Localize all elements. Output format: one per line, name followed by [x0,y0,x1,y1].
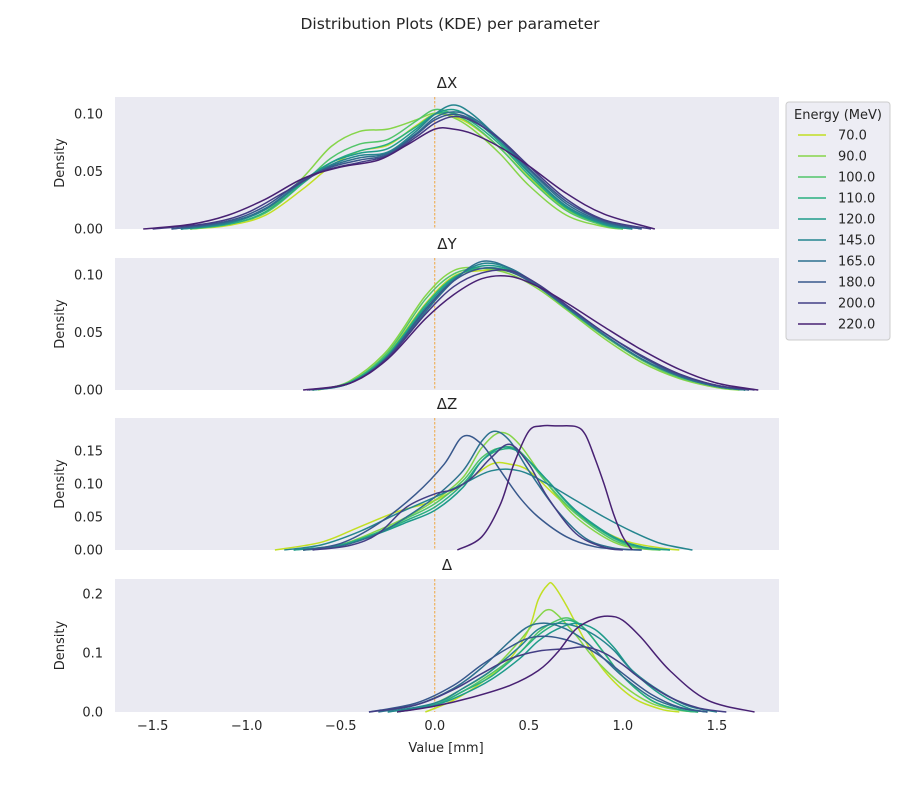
kde-line-180-0 [302,434,642,551]
kde-line-220-0 [143,127,656,230]
subplot-3: ΔZ 0.00 0.05 0.10 0.15 Density [53,395,779,559]
kde-line-110-0 [397,619,699,713]
subplot-title: ΔY [437,235,457,253]
legend-entry-label: 100.0 [838,171,875,186]
y-tick-label: 0.10 [74,108,103,123]
subplot-1: ΔX 0.00 0.05 0.10 Density [53,74,779,238]
kde-line-100-0 [190,108,624,230]
legend: Energy (MeV) 70.0 90.0 100.0 110.0 120.0 145.0… [785,101,891,341]
y-axis-label: Density [53,299,68,349]
y-tick-label: 0.10 [74,269,103,284]
kde-line-70-0 [190,112,624,230]
y-tick-label: 0.1 [82,646,103,661]
legend-entry-label: 120.0 [838,213,875,228]
x-tick-label: 0.0 [424,719,445,734]
figure-title: Distribution Plots (KDE) per parameter [301,15,601,33]
kde-line-200-0 [152,115,652,230]
legend-entry-label: 70.0 [838,129,867,144]
legend-entry-label: 200.0 [838,297,875,312]
kde-line-70-0 [274,461,680,551]
subplot-4: Δ 0.0 0.1 0.2 Density −1.5 −1.0 −0.5 0.0 0.5 1.0 1.… [53,556,779,734]
y-tick-label: 0.0 [82,706,103,721]
subplot-title: ΔX [437,74,458,92]
kde-line-180-0 [368,635,708,713]
y-tick-label: 0.05 [74,511,103,526]
kde-line-200-0 [306,269,755,391]
kde-line-145-0 [284,468,693,551]
x-tick-label: −1.0 [231,719,263,734]
plot-background [115,97,779,229]
kde-line-220-0 [302,274,759,391]
y-tick-label: 0.00 [74,544,103,559]
legend-entry-label: 145.0 [838,234,875,249]
y-tick-label: 0.15 [74,445,103,460]
kde-line-110-0 [180,111,633,230]
subplots: ΔX 0.00 0.05 0.10 Density ΔY 0.00 0.05 0.10 Densi… [53,74,779,734]
kde-line-120-0 [387,622,708,713]
subplot-title: ΔZ [437,395,458,413]
x-tick-label: 1.0 [613,719,634,734]
kde-line-180-0 [308,267,750,391]
subplot-title: Δ [442,556,453,574]
y-axis-label: Density [53,138,68,188]
y-tick-label: 0.00 [74,223,103,238]
legend-title: Energy (MeV) [794,108,882,123]
y-tick-label: 0.05 [74,326,103,341]
legend-entry-label: 165.0 [838,255,875,270]
legend-entry-label: 90.0 [838,150,867,165]
y-tick-label: 0.05 [74,165,103,180]
x-axis-label: Value [mm] [408,741,483,756]
legend-entry-label: 180.0 [838,276,875,291]
x-tick-label: −0.5 [325,719,357,734]
kde-line-220-0 [456,424,633,551]
x-tick-label: 0.5 [518,719,539,734]
kde-line-220-0 [397,615,755,713]
legend-box [785,101,891,341]
y-tick-label: 0.10 [74,478,103,493]
y-tick-label: 0.2 [82,587,103,602]
legend-entry-label: 110.0 [838,192,875,207]
legend-entry-label: 220.0 [838,318,875,333]
x-tick-label: 1.5 [707,719,728,734]
x-tick-label: −1.5 [137,719,169,734]
kde-line-145-0 [180,104,633,230]
kde-line-165-0 [171,111,642,230]
y-axis-label: Density [53,620,68,670]
y-tick-label: 0.00 [74,384,103,399]
y-axis-label: Density [53,459,68,509]
plot-background [115,258,779,390]
kde-line-90-0 [302,431,661,551]
subplot-2: ΔY 0.00 0.05 0.10 Density [53,235,779,399]
kde-line-165-0 [378,622,708,713]
plot-background [115,418,779,550]
kde-line-200-0 [368,646,727,713]
kde-line-200-0 [312,443,623,551]
